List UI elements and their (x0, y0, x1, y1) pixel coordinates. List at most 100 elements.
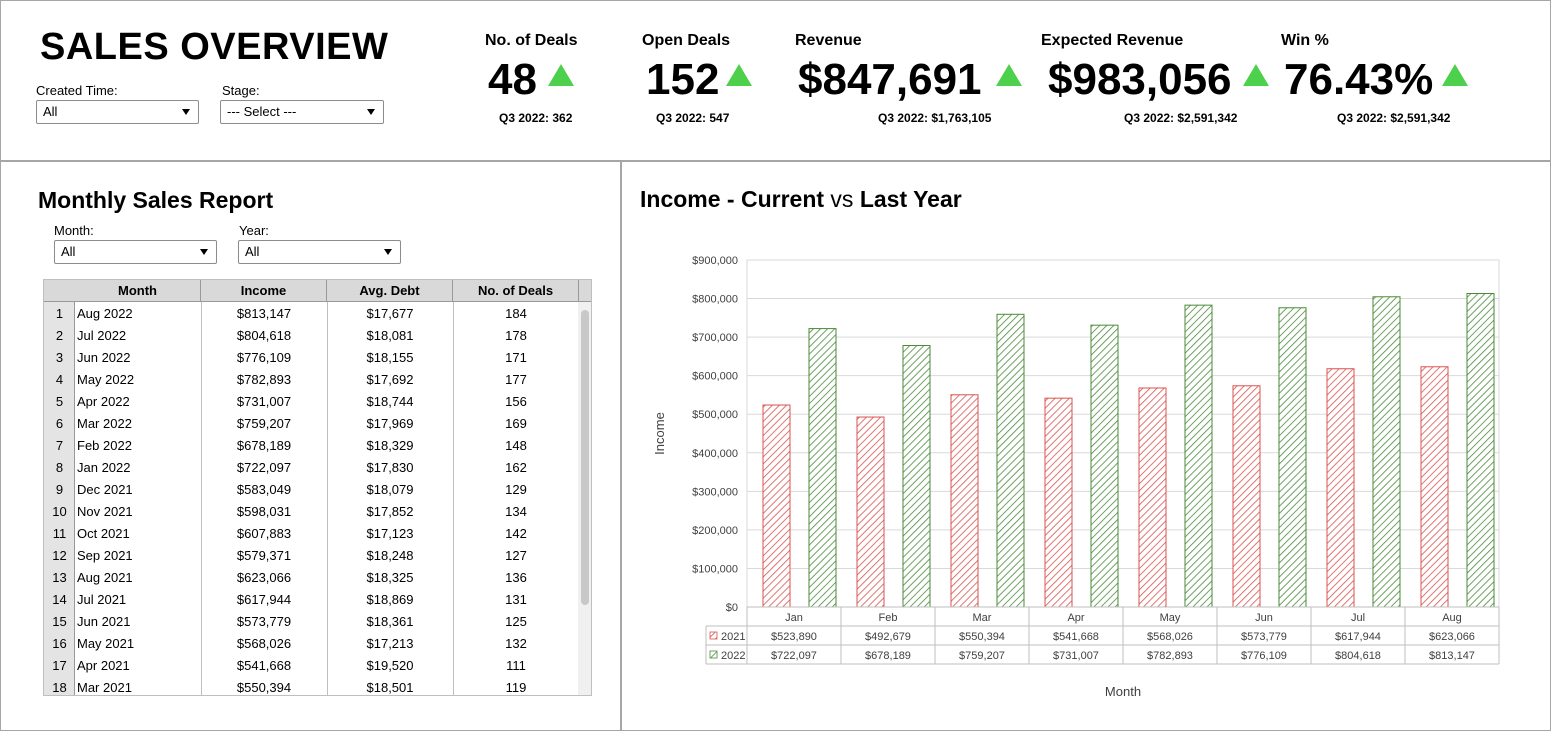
kpi-subtext: Q3 2022: 547 (656, 111, 730, 125)
month-filter-label: Month: (54, 223, 94, 238)
kpi-subtext: Q3 2022: $2,591,342 (1124, 111, 1238, 125)
cell-deals: 131 (505, 592, 527, 607)
cell-avg-debt: $17,677 (366, 306, 414, 321)
bar-2021 (1232, 385, 1261, 608)
cell-month: Mar 2021 (77, 680, 132, 695)
monthly-report-title: Monthly Sales Report (38, 187, 274, 213)
cell-avg-debt: $18,744 (366, 394, 414, 409)
cell-avg-debt: $18,325 (366, 570, 414, 585)
kpi-label: Expected Revenue (1041, 32, 1184, 49)
row-number: 18 (52, 680, 67, 695)
x-tick-label: Jun (1255, 612, 1273, 624)
row-number: 4 (55, 372, 64, 387)
income-chart-title-vs: vs (830, 186, 854, 212)
data-label-2021: $541,668 (1053, 631, 1099, 643)
cell-month: Apr 2021 (77, 658, 130, 673)
cell-income: $678,189 (236, 438, 292, 453)
cell-deals: 184 (505, 306, 527, 321)
y-tick-label: $500,000 (692, 409, 738, 421)
cell-deals: 136 (505, 570, 527, 585)
cell-avg-debt: $17,123 (366, 526, 414, 541)
y-tick-label: $400,000 (692, 448, 738, 460)
x-tick-label: May (1160, 612, 1181, 624)
y-tick-label: $600,000 (692, 371, 738, 383)
year-filter-dropdown[interactable]: All (238, 240, 401, 264)
year-filter-value: All (245, 244, 260, 259)
y-tick-label: $200,000 (692, 525, 738, 537)
bar-2021 (950, 394, 979, 608)
cell-month: Apr 2022 (77, 394, 130, 409)
data-label-2021: $492,679 (865, 631, 911, 643)
data-label-2021: $568,026 (1147, 631, 1193, 643)
stage-dropdown[interactable]: --- Select --- (220, 100, 384, 124)
row-number: 12 (52, 548, 67, 563)
income-chart-title: Income - Current vs Last Year (640, 186, 962, 213)
cell-deals: 132 (505, 636, 527, 651)
bar-2021 (762, 404, 791, 608)
cell-month: Jun 2021 (77, 614, 131, 629)
cell-deals: 171 (505, 350, 527, 365)
cell-month: Jul 2022 (77, 328, 127, 343)
legend-label: 2021 (721, 631, 745, 643)
cell-avg-debt: $17,213 (366, 636, 414, 651)
column-header-avg-debt[interactable]: Avg. Debt (327, 280, 453, 302)
row-number-column (44, 280, 75, 695)
column-header-deals[interactable]: No. of Deals (453, 280, 579, 302)
bar-2022 (1090, 324, 1119, 608)
cell-avg-debt: $17,830 (366, 460, 414, 475)
bar-2021 (1044, 397, 1073, 608)
kpi-value: 152 (646, 55, 720, 104)
bar-2021 (1138, 387, 1167, 608)
table-scrollbar-thumb[interactable] (581, 310, 589, 605)
kpi-value: 76.43% (1284, 55, 1434, 104)
cell-deals: 148 (505, 438, 527, 453)
cell-month: Aug 2021 (77, 570, 133, 585)
row-number: 9 (55, 482, 64, 497)
cell-month: Sep 2021 (77, 548, 133, 563)
data-label-2022: $731,007 (1053, 650, 1099, 662)
created-time-dropdown[interactable]: All (36, 100, 199, 124)
data-label-2022: $813,147 (1429, 650, 1475, 662)
cell-income: $722,097 (236, 460, 292, 475)
chevron-down-icon (367, 109, 375, 115)
column-header-income[interactable]: Income (201, 280, 327, 302)
row-number: 17 (52, 658, 67, 673)
x-tick-label: Feb (879, 612, 898, 624)
y-tick-label: $700,000 (692, 332, 738, 344)
cell-income: $598,031 (236, 504, 292, 519)
column-divider (201, 302, 202, 695)
x-tick-label: Mar (973, 612, 992, 624)
cell-avg-debt: $18,329 (366, 438, 414, 453)
cell-month: May 2022 (77, 372, 135, 387)
x-tick-label: Jul (1351, 612, 1365, 624)
bar-2022 (1278, 307, 1307, 608)
kpi-label: Open Deals (642, 32, 731, 49)
cell-month: Nov 2021 (77, 504, 133, 519)
page-title: SALES OVERVIEW (40, 26, 389, 68)
row-number: 7 (55, 438, 64, 453)
data-label-2022: $776,109 (1241, 650, 1287, 662)
legend-swatch-2022 (709, 650, 718, 659)
column-header-month[interactable]: Month (75, 280, 201, 302)
kpi-subtext: Q3 2022: 362 (499, 111, 573, 125)
row-number: 5 (55, 394, 64, 409)
divider-vertical (620, 160, 622, 731)
cell-income: $759,207 (236, 416, 292, 431)
data-label-2022: $722,097 (771, 650, 817, 662)
data-label-2021: $573,779 (1241, 631, 1287, 643)
cell-income: $573,779 (236, 614, 292, 629)
cell-deals: 142 (505, 526, 527, 541)
cell-deals: 127 (505, 548, 527, 563)
row-number: 16 (52, 636, 67, 651)
cell-month: Aug 2022 (77, 306, 133, 321)
stage-label: Stage: (222, 83, 260, 98)
data-label-2022: $678,189 (865, 650, 911, 662)
created-time-label: Created Time: (36, 83, 118, 98)
income-bar-chart: $0 $100,000 $200,000 $300,000 $400,000 $500,0… (652, 255, 1500, 699)
cell-avg-debt: $17,692 (366, 372, 414, 387)
row-number: 14 (52, 592, 67, 607)
cell-income: $579,371 (236, 548, 292, 563)
year-filter-label: Year: (239, 223, 269, 238)
column-divider (327, 302, 328, 695)
month-filter-dropdown[interactable]: All (54, 240, 217, 264)
